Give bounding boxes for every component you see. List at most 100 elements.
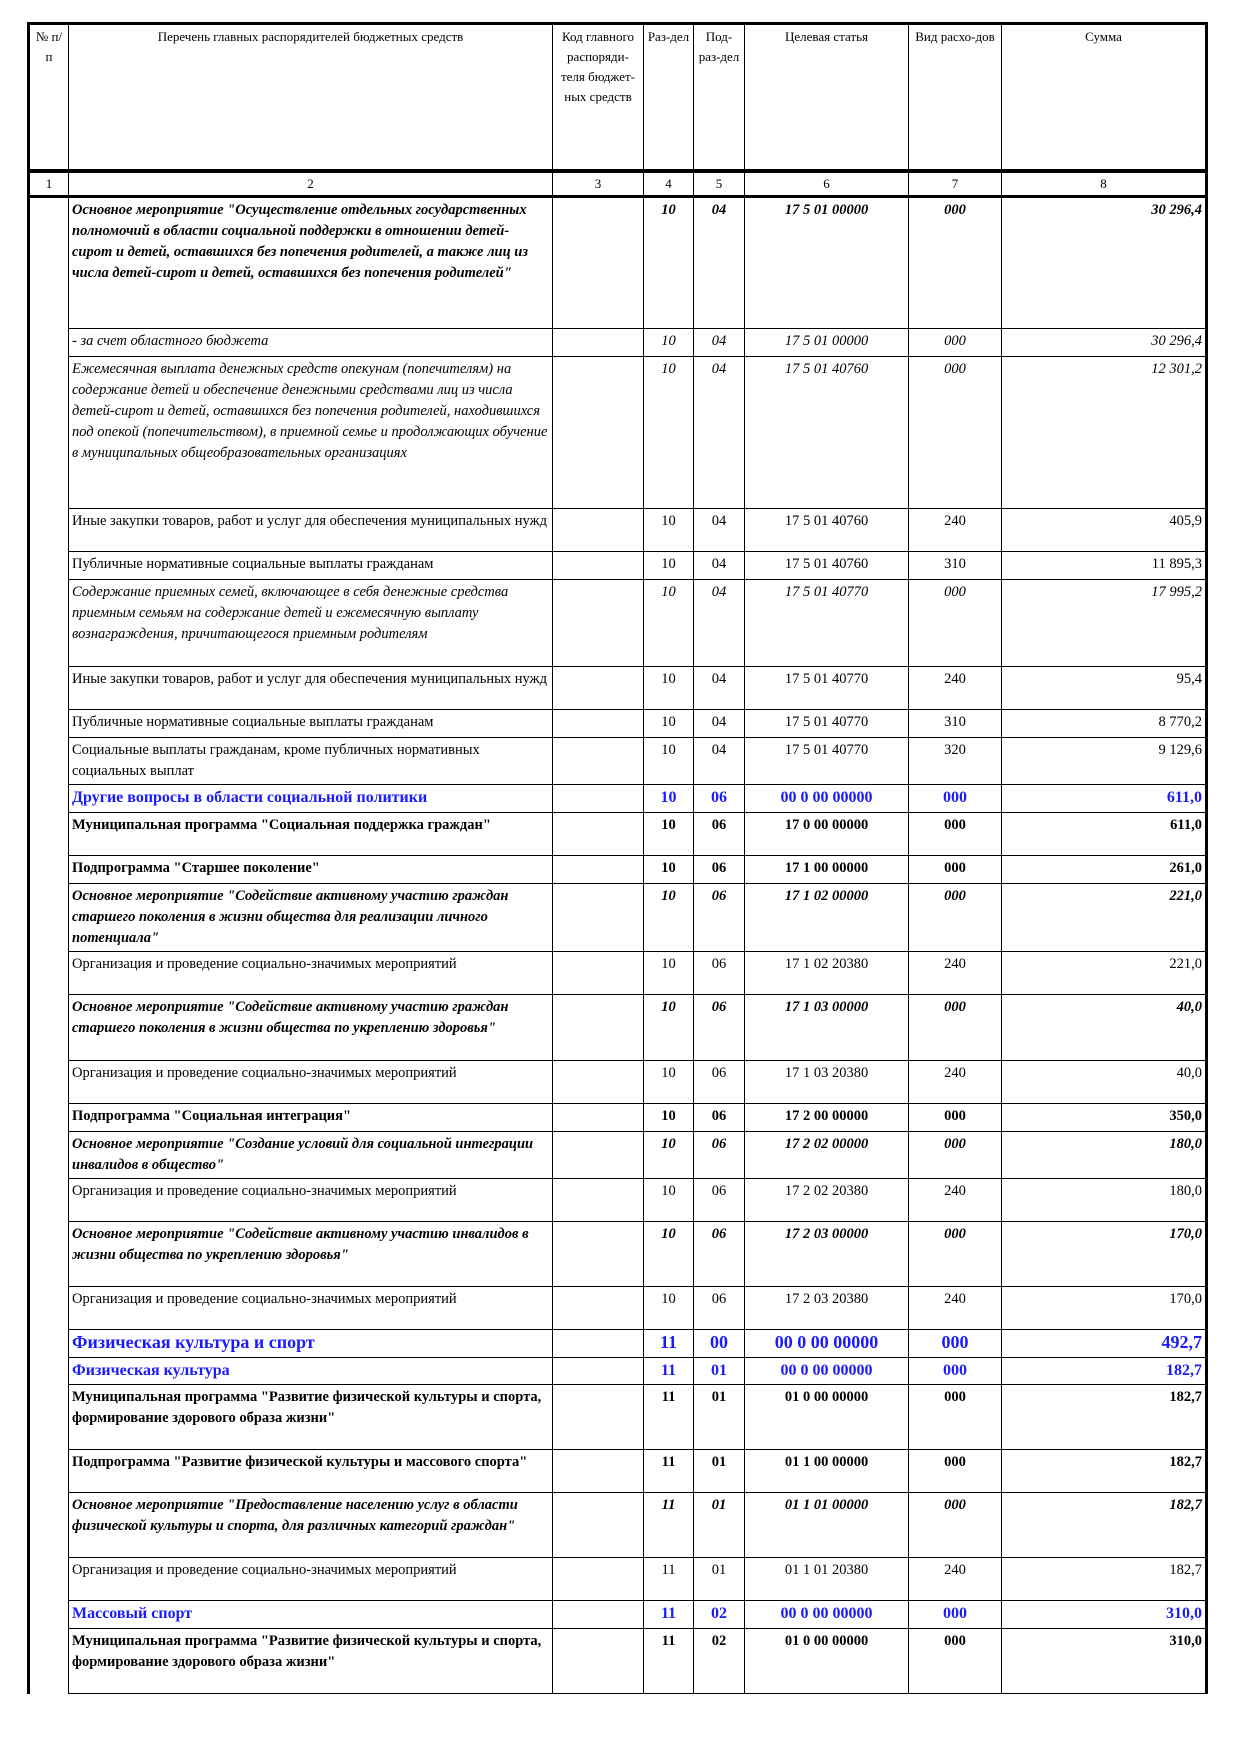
- section-cell: 10: [643, 1178, 694, 1222]
- sum-cell: 40,0: [1001, 1060, 1207, 1104]
- number-cell: [28, 1103, 69, 1132]
- subsection-cell: 01: [693, 1384, 745, 1450]
- section-cell: 10: [643, 784, 694, 813]
- col-num: 5: [693, 169, 745, 198]
- col-num: 8: [1001, 169, 1207, 198]
- sum-cell: 30 296,4: [1001, 196, 1207, 329]
- number-cell: [28, 883, 69, 952]
- subsection-cell: 01: [693, 1357, 745, 1385]
- code-cell: [552, 1131, 644, 1179]
- table-row: Организация и проведение социально-значи…: [28, 1060, 1207, 1104]
- sum-cell: 8 770,2: [1001, 709, 1207, 738]
- number-cell: [28, 737, 69, 785]
- number-cell: [28, 508, 69, 552]
- table-row: Публичные нормативные социальные выплаты…: [28, 709, 1207, 738]
- expense-type-cell: 000: [908, 579, 1002, 667]
- sum-cell: 95,4: [1001, 666, 1207, 710]
- subsection-cell: 06: [693, 1178, 745, 1222]
- table-row: Организация и проведение социально-значи…: [28, 1286, 1207, 1330]
- header-number: № п/п: [28, 22, 69, 172]
- number-cell: [28, 855, 69, 884]
- subsection-cell: 04: [693, 196, 745, 329]
- header-code: Код главного распоряди-теля бюджет-ных с…: [552, 22, 644, 172]
- table-row: Физическая культура 11 01 00 0 00 00000 000 1…: [28, 1357, 1207, 1385]
- target-cell: 17 1 03 00000: [744, 994, 909, 1061]
- code-cell: [552, 994, 644, 1061]
- table-row: Муниципальная программа "Социальная подд…: [28, 812, 1207, 856]
- target-cell: 01 1 01 00000: [744, 1492, 909, 1558]
- expense-type-cell: 000: [908, 1357, 1002, 1385]
- subsection-cell: 06: [693, 1103, 745, 1132]
- subsection-cell: 06: [693, 1060, 745, 1104]
- number-cell: [28, 551, 69, 580]
- code-cell: [552, 951, 644, 995]
- section-cell: 10: [643, 1286, 694, 1330]
- subsection-cell: 02: [693, 1600, 745, 1629]
- header-sum: Сумма: [1001, 22, 1207, 172]
- number-cell: [28, 579, 69, 667]
- expense-type-cell: 000: [908, 356, 1002, 509]
- name-cell: Основное мероприятие "Содействие активно…: [68, 1221, 553, 1287]
- target-cell: 17 2 02 20380: [744, 1178, 909, 1222]
- table-border-continuation: [27, 1676, 29, 1694]
- section-cell: 10: [643, 1221, 694, 1287]
- sum-cell: 182,7: [1001, 1449, 1207, 1493]
- expense-type-cell: 240: [908, 666, 1002, 710]
- code-cell: [552, 1286, 644, 1330]
- name-cell: Основное мероприятие "Создание условий д…: [68, 1131, 553, 1179]
- target-cell: 17 1 00 00000: [744, 855, 909, 884]
- sum-cell: 261,0: [1001, 855, 1207, 884]
- sum-cell: 405,9: [1001, 508, 1207, 552]
- sum-cell: 221,0: [1001, 951, 1207, 995]
- section-cell: 10: [643, 196, 694, 329]
- number-cell: [28, 784, 69, 813]
- subsection-cell: 06: [693, 951, 745, 995]
- name-cell: Подпрограмма "Социальная интеграция": [68, 1103, 553, 1132]
- code-cell: [552, 709, 644, 738]
- name-cell: Основное мероприятие "Осуществление отде…: [68, 196, 553, 329]
- code-cell: [552, 883, 644, 952]
- table-row: Муниципальная программа "Развитие физиче…: [28, 1384, 1207, 1450]
- table-row: Основное мероприятие "Содействие активно…: [28, 1221, 1207, 1287]
- expense-type-cell: 240: [908, 1060, 1002, 1104]
- sum-cell: 170,0: [1001, 1286, 1207, 1330]
- name-cell: Муниципальная программа "Развитие физиче…: [68, 1628, 553, 1694]
- target-cell: 00 0 00 00000: [744, 784, 909, 813]
- code-cell: [552, 1449, 644, 1493]
- target-cell: 17 5 01 40760: [744, 551, 909, 580]
- number-cell: [28, 1600, 69, 1629]
- code-cell: [552, 579, 644, 667]
- section-cell: 10: [643, 551, 694, 580]
- name-cell: Физическая культура и спорт: [68, 1329, 553, 1358]
- table-row: Муниципальная программа "Развитие физиче…: [28, 1628, 1207, 1694]
- col-num: 2: [68, 169, 553, 198]
- number-cell: [28, 356, 69, 509]
- number-cell: [28, 951, 69, 995]
- expense-type-cell: 000: [908, 1329, 1002, 1358]
- name-cell: Организация и проведение социально-значи…: [68, 1557, 553, 1601]
- target-cell: 17 5 01 40760: [744, 508, 909, 552]
- code-cell: [552, 737, 644, 785]
- code-cell: [552, 1492, 644, 1558]
- section-cell: 10: [643, 1131, 694, 1179]
- code-cell: [552, 1557, 644, 1601]
- table-row: Иные закупки товаров, работ и услуг для …: [28, 508, 1207, 552]
- code-cell: [552, 1600, 644, 1629]
- section-cell: 10: [643, 709, 694, 738]
- expense-type-cell: 000: [908, 883, 1002, 952]
- target-cell: 17 5 01 40770: [744, 666, 909, 710]
- table-row: Подпрограмма "Социальная интеграция" 10 06…: [28, 1103, 1207, 1132]
- subsection-cell: 06: [693, 1221, 745, 1287]
- table-row: Иные закупки товаров, работ и услуг для …: [28, 666, 1207, 710]
- section-cell: 11: [643, 1492, 694, 1558]
- number-cell: [28, 1131, 69, 1179]
- subsection-cell: 04: [693, 737, 745, 785]
- header-target: Целевая статья: [744, 22, 909, 172]
- sum-cell: 182,7: [1001, 1557, 1207, 1601]
- expense-type-cell: 320: [908, 737, 1002, 785]
- section-cell: 10: [643, 812, 694, 856]
- expense-type-cell: 000: [908, 1221, 1002, 1287]
- section-cell: 10: [643, 951, 694, 995]
- subsection-cell: 06: [693, 855, 745, 884]
- sum-cell: 310,0: [1001, 1600, 1207, 1629]
